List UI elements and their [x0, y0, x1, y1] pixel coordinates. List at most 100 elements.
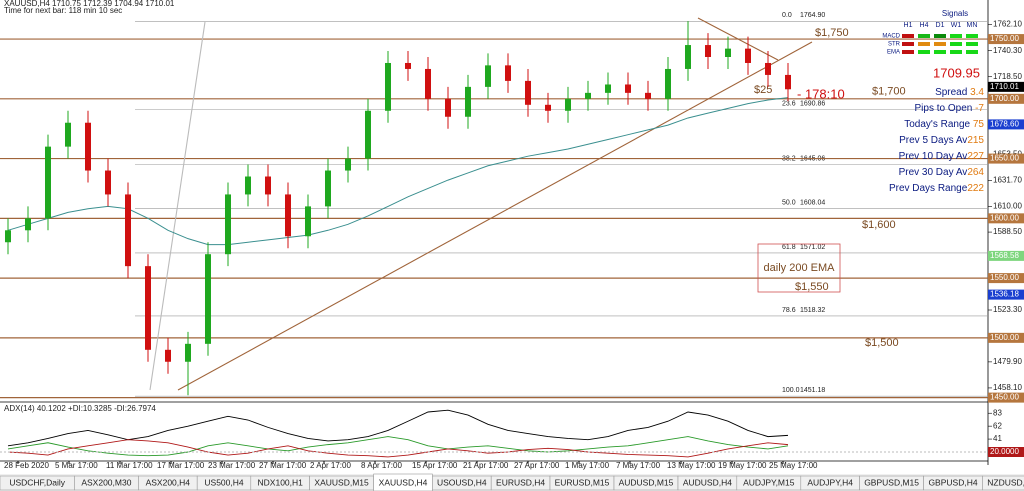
signal-cell: [902, 42, 914, 46]
signals-row: MACD: [882, 34, 900, 40]
tab[interactable]: NZDUSD,M15: [982, 475, 1024, 491]
candle-body: [45, 146, 51, 219]
signal-cell: [902, 50, 914, 54]
signals-row: STR: [888, 42, 901, 48]
price-tag: [988, 153, 1024, 164]
candle-body: [425, 68, 431, 99]
candle-body: [205, 254, 211, 344]
tab[interactable]: US500,H4: [196, 475, 252, 491]
signal-cell: [934, 34, 946, 38]
tab[interactable]: NDX100,H1: [250, 475, 310, 491]
signal-cell: [902, 34, 914, 38]
tab[interactable]: GBPUSD,M15: [859, 475, 924, 491]
tab[interactable]: ASX200,H4: [138, 475, 198, 491]
price-tag-label: 1500.00: [990, 333, 1019, 342]
tab[interactable]: USDCHF,Daily: [0, 475, 75, 491]
time-label: 28 Feb 2020: [4, 461, 49, 470]
fib-ratio: 23.6: [782, 101, 796, 108]
price-tag: [988, 332, 1024, 343]
candle-body: [185, 343, 191, 362]
fib-price: 1608.04: [800, 200, 825, 207]
signal-cell: [934, 50, 946, 54]
tab[interactable]: AUDJPY,H4: [800, 475, 860, 491]
time-label: 19 May 17:00: [718, 461, 767, 470]
candle-body: [765, 62, 771, 75]
candle-body: [665, 68, 671, 99]
trendline: [177, 41, 813, 391]
time-label: 21 Apr 17:00: [463, 461, 509, 470]
fib-price: 1764.90: [800, 12, 825, 19]
tab[interactable]: ASX200,M30: [74, 475, 139, 491]
fib-ratio: 100.0: [782, 387, 800, 394]
price-tag-label: 1600.00: [990, 213, 1019, 222]
candle-body: [385, 62, 391, 111]
tab[interactable]: XAUUSD,M15: [309, 475, 374, 491]
price-tag-label: 1550.00: [990, 273, 1019, 282]
candle-body: [225, 194, 231, 255]
fib-ratio: 61.8: [782, 244, 796, 251]
fib-ratio: 78.6: [782, 307, 796, 314]
signals-col: D1: [936, 22, 945, 29]
price-tag-label: 1568.58: [990, 251, 1019, 260]
tab-label: EURUSD,H4: [496, 477, 545, 487]
info-label: Prev 10 Day Av: [899, 151, 968, 162]
adx-tick-label: 83: [993, 408, 1002, 417]
signal-cell: [934, 42, 946, 46]
price-tag-label: 1450.00: [990, 393, 1019, 402]
info-value: 215: [967, 135, 984, 146]
adx-tick-label: 62: [993, 421, 1002, 430]
time-label: 15 Apr 17:00: [412, 461, 458, 470]
tab-label: GBPUSD,H4: [928, 477, 977, 487]
info-row: Prev 30 Day Av264: [899, 167, 985, 178]
tab-label: US500,H4: [204, 477, 243, 487]
info-label: Pips to Open: [915, 103, 976, 114]
tab-label: GBPUSD,M15: [864, 477, 919, 487]
tab[interactable]: EURUSD,M15: [549, 475, 615, 491]
signal-cell: [950, 50, 962, 54]
candle-body: [405, 62, 411, 69]
candle-body: [345, 158, 351, 171]
time-label: 17 Mar 17:00: [157, 461, 205, 470]
candle-body: [685, 45, 691, 69]
tab-label: ASX200,H4: [146, 477, 191, 487]
info-row: Today's Range 75: [904, 119, 984, 130]
candle-body: [705, 45, 711, 57]
tab[interactable]: AUDUSD,M15: [613, 475, 679, 491]
tab-label: XAUUSD,H4: [379, 477, 428, 487]
y-tick-label: 1458.10: [993, 383, 1022, 392]
price-tag: [988, 289, 1024, 300]
y-tick-label: 1479.90: [993, 357, 1022, 366]
info-value: 264: [967, 167, 984, 178]
signals-col: H4: [920, 22, 929, 29]
price-tag: [988, 81, 1024, 92]
fib-ratio: 50.0: [782, 200, 796, 207]
price-tag: [988, 93, 1024, 104]
candle-body: [645, 92, 651, 99]
annotation: $25: [754, 84, 772, 96]
tab-label: AUDUSD,M15: [619, 477, 674, 487]
tab-label: ASX200,M30: [81, 477, 131, 487]
info-label: Prev 30 Day Av: [899, 167, 968, 178]
tab[interactable]: GBPUSD,H4: [923, 475, 983, 491]
y-tick-label: 1588.50: [993, 227, 1022, 236]
candle-body: [445, 98, 451, 117]
fib-price: 1518.32: [800, 307, 825, 314]
tab[interactable]: AUDJPY,M15: [736, 475, 802, 491]
info-value: -7: [975, 103, 984, 114]
candle-body: [725, 48, 731, 57]
candle-body: [245, 176, 251, 195]
candle-body: [365, 110, 371, 159]
candle-body: [465, 86, 471, 117]
tab[interactable]: EURUSD,H4: [490, 475, 551, 491]
tab[interactable]: XAUUSD,H4: [373, 473, 433, 491]
y-tick-label: 1762.10: [993, 20, 1022, 29]
y-tick-label: 1523.30: [993, 305, 1022, 314]
adx-label: ADX(14) 40.1202 +DI:10.3285 -DI:26.7974: [4, 404, 156, 413]
tab[interactable]: USOUSD,H4: [432, 475, 492, 491]
signals-row: EMA: [887, 50, 900, 56]
adx-line: [7, 409, 789, 447]
signals-col: H1: [904, 22, 913, 29]
time-label: 11 Mar 17:00: [106, 461, 153, 470]
tab[interactable]: AUDUSD,H4: [677, 475, 738, 491]
